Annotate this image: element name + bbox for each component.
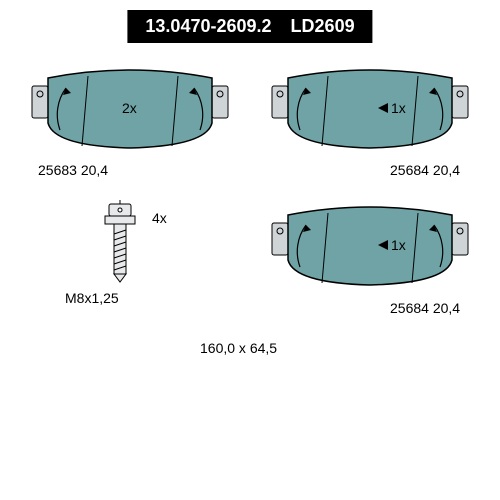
product-code: LD2609: [291, 16, 355, 36]
qty-text: 4x: [152, 210, 167, 226]
qty-text: 1x: [391, 237, 406, 253]
brake-pad-top-left: 2x: [30, 68, 230, 158]
qty-label-pad1: 2x: [122, 100, 137, 116]
arrow-icon: [378, 103, 388, 113]
diagram-area: 2x 25683 20,4 1x 25684 20,4: [0, 50, 500, 430]
bolt-spec: M8x1,25: [65, 290, 119, 306]
part-label-pad3: 25684 20,4: [390, 300, 460, 316]
part-number: 13.0470-2609.2: [145, 16, 271, 36]
qty-label-pad3: 1x: [378, 237, 406, 253]
qty-label-bolt: 4x: [152, 210, 167, 226]
bolt-diagram: [95, 200, 145, 293]
arrow-icon: [378, 240, 388, 250]
brake-pad-bottom-right: 1x: [270, 205, 470, 295]
part-label-pad2: 25684 20,4: [390, 162, 460, 178]
header-bar: 13.0470-2609.2 LD2609: [127, 10, 372, 43]
qty-text: 1x: [391, 100, 406, 116]
qty-text: 2x: [122, 100, 137, 116]
part-label-pad1: 25683 20,4: [38, 162, 108, 178]
brake-pad-top-right: 1x: [270, 68, 470, 158]
dimension-text: 160,0 x 64,5: [200, 340, 277, 356]
qty-label-pad2: 1x: [378, 100, 406, 116]
